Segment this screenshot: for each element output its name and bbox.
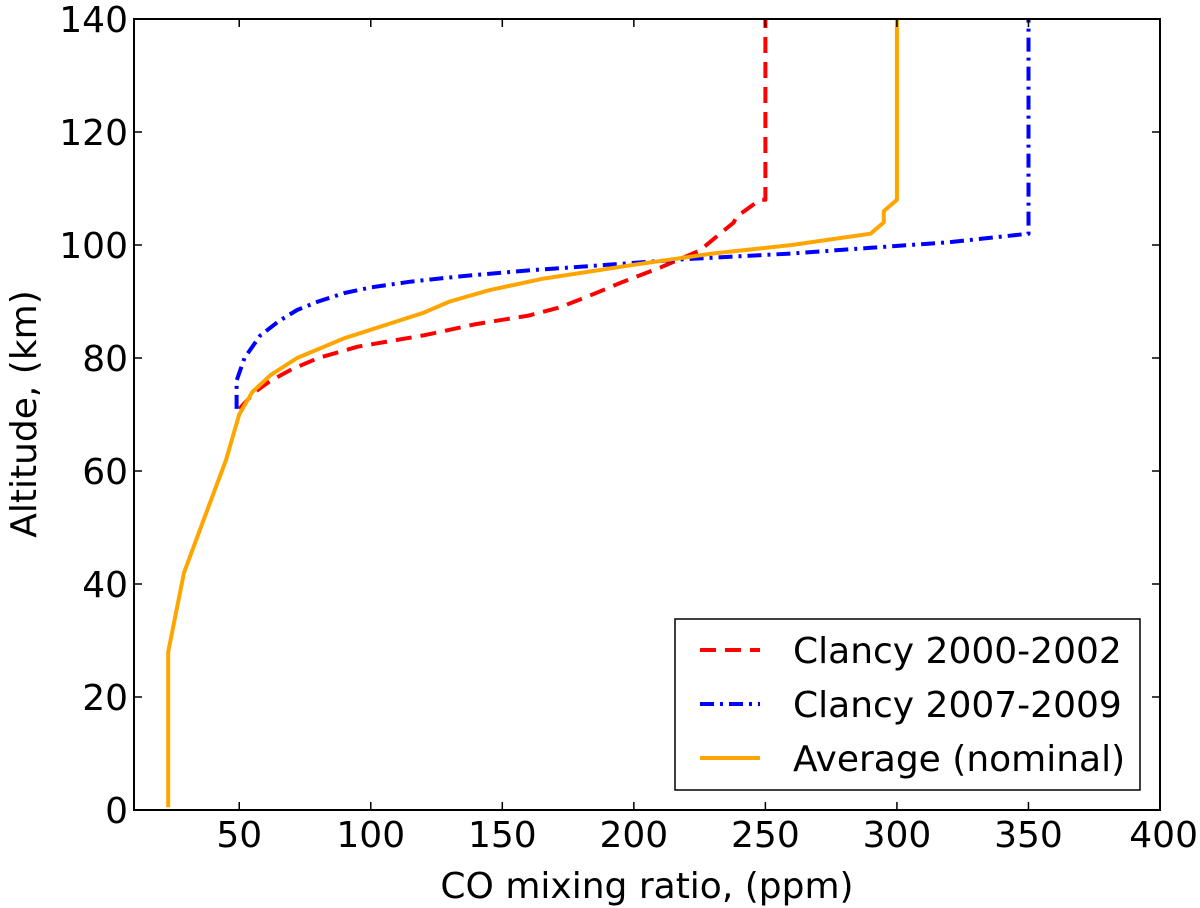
series-line-3 bbox=[166, 19, 899, 808]
legend-label-2: Clancy 2007-2009 bbox=[793, 685, 1122, 726]
legend-items: Clancy 2000-2002 Clancy 2007-2009 Average … bbox=[700, 631, 1125, 780]
x-tick-label: 300 bbox=[863, 815, 932, 856]
y-tick-label: 0 bbox=[105, 791, 128, 832]
x-tick-label: 150 bbox=[468, 815, 537, 856]
y-tick-label: 120 bbox=[59, 113, 128, 154]
y-tick-label: 80 bbox=[82, 339, 128, 380]
x-axis-label: CO mixing ratio, (ppm) bbox=[440, 866, 853, 907]
y-axis-label: Altitude, (km) bbox=[4, 290, 45, 538]
ticks-layer: 50 100 150 200 250 300 350 400 0 20 40 60 80 100 120 14… bbox=[59, 0, 1198, 856]
x-tick-label: 350 bbox=[994, 815, 1063, 856]
x-tick-label: 100 bbox=[336, 815, 405, 856]
legend-box bbox=[674, 618, 1141, 791]
series-line-2 bbox=[234, 19, 1031, 409]
x-tick-label: 200 bbox=[599, 815, 668, 856]
y-tick-label: 60 bbox=[82, 452, 128, 493]
x-tick-label: 250 bbox=[731, 815, 800, 856]
plot-frame bbox=[133, 18, 1161, 811]
series-layer bbox=[166, 19, 1031, 808]
y-tick-label: 140 bbox=[59, 0, 128, 41]
legend-label-3: Average (nominal) bbox=[793, 739, 1125, 780]
legend: Clancy 2000-2002 Clancy 2007-2009 Average … bbox=[674, 618, 1141, 791]
y-tick-label: 40 bbox=[82, 565, 128, 606]
y-tick-label: 100 bbox=[59, 226, 128, 267]
legend-label-1: Clancy 2000-2002 bbox=[793, 631, 1122, 672]
x-tick-label: 50 bbox=[216, 815, 262, 856]
y-tick-label: 20 bbox=[82, 678, 128, 719]
x-tick-label: 400 bbox=[1129, 815, 1198, 856]
series-line-1 bbox=[237, 19, 768, 411]
